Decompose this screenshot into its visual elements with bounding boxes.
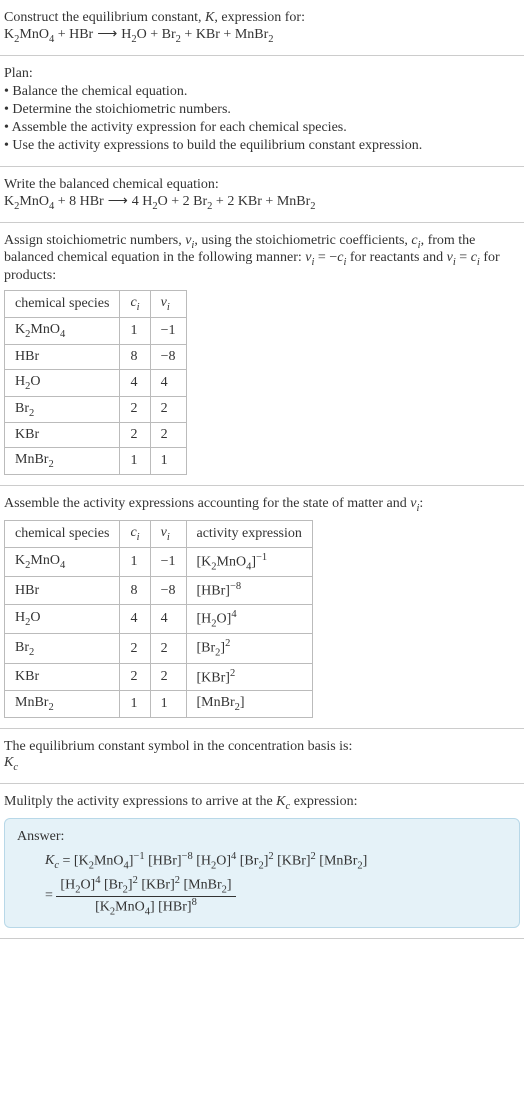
cell-ci: 2 <box>120 663 150 691</box>
plan-title: Plan: <box>4 66 520 82</box>
col-expr: activity expression <box>186 520 312 547</box>
table-row: H2O44[H2O]4 <box>5 604 313 633</box>
col-species: chemical species <box>5 291 120 318</box>
cell-ci: 8 <box>120 577 150 605</box>
fraction: [H2O]4 [Br2]2 [KBr]2 [MnBr2] [K2MnO4] [H… <box>56 875 235 917</box>
cell-ci: 2 <box>120 423 150 448</box>
cell-species: Br2 <box>5 396 120 423</box>
cell-expr: [K2MnO4]−1 <box>186 547 312 576</box>
plan-section: Plan: • Balance the chemical equation. •… <box>0 56 524 167</box>
cell-ci: 1 <box>120 448 150 475</box>
cell-expr: [HBr]−8 <box>186 577 312 605</box>
cell-vi: 2 <box>150 396 186 423</box>
balanced-section: Write the balanced chemical equation: K2… <box>0 167 524 223</box>
intro-line1: Construct the equilibrium constant, K, e… <box>4 10 520 26</box>
symbol-line1: The equilibrium constant symbol in the c… <box>4 739 520 755</box>
col-ci: ci <box>120 520 150 547</box>
cell-species: HBr <box>5 577 120 605</box>
table-row: MnBr211[MnBr2] <box>5 691 313 718</box>
table-row: K2MnO41−1[K2MnO4]−1 <box>5 547 313 576</box>
col-species: chemical species <box>5 520 120 547</box>
plan-item: • Determine the stoichiometric numbers. <box>4 102 520 118</box>
cell-ci: 1 <box>120 691 150 718</box>
intro-section: Construct the equilibrium constant, K, e… <box>0 0 524 56</box>
cell-species: H2O <box>5 604 120 633</box>
multiply-section: Mulitply the activity expressions to arr… <box>0 784 524 939</box>
table-header-row: chemical species ci νi activity expressi… <box>5 520 313 547</box>
multiply-title: Mulitply the activity expressions to arr… <box>4 794 520 812</box>
table-row: Br222 <box>5 396 187 423</box>
cell-species: H2O <box>5 369 120 396</box>
plan-item: • Balance the chemical equation. <box>4 84 520 100</box>
fraction-denominator: [K2MnO4] [HBr]8 <box>56 897 235 917</box>
symbol-section: The equilibrium constant symbol in the c… <box>0 729 524 784</box>
cell-vi: 2 <box>150 663 186 691</box>
cell-ci: 2 <box>120 396 150 423</box>
table-row: HBr8−8[HBr]−8 <box>5 577 313 605</box>
cell-ci: 4 <box>120 369 150 396</box>
col-vi: νi <box>150 520 186 547</box>
cell-species: K2MnO4 <box>5 547 120 576</box>
answer-label: Answer: <box>17 829 507 845</box>
balanced-title: Write the balanced chemical equation: <box>4 177 520 193</box>
stoich-section: Assign stoichiometric numbers, νi, using… <box>0 223 524 487</box>
cell-ci: 4 <box>120 604 150 633</box>
cell-vi: −8 <box>150 577 186 605</box>
answer-line1: Kc = [K2MnO4]−1 [HBr]−8 [H2O]4 [Br2]2 [K… <box>45 851 507 871</box>
activity-table: chemical species ci νi activity expressi… <box>4 520 313 718</box>
activity-intro: Assemble the activity expressions accoun… <box>4 496 520 514</box>
cell-species: MnBr2 <box>5 691 120 718</box>
table-row: KBr22 <box>5 423 187 448</box>
cell-species: KBr <box>5 423 120 448</box>
cell-expr: [H2O]4 <box>186 604 312 633</box>
cell-species: MnBr2 <box>5 448 120 475</box>
cell-species: KBr <box>5 663 120 691</box>
cell-vi: 2 <box>150 634 186 663</box>
cell-ci: 8 <box>120 344 150 369</box>
cell-vi: −1 <box>150 317 186 344</box>
cell-species: HBr <box>5 344 120 369</box>
stoich-table: chemical species ci νi K2MnO41−1 HBr8−8 … <box>4 290 187 475</box>
answer-line2: = [H2O]4 [Br2]2 [KBr]2 [MnBr2] [K2MnO4] … <box>45 875 507 917</box>
answer-expression: Kc = [K2MnO4]−1 [HBr]−8 [H2O]4 [Br2]2 [K… <box>45 851 507 917</box>
cell-vi: 4 <box>150 604 186 633</box>
table-row: HBr8−8 <box>5 344 187 369</box>
table-row: MnBr211 <box>5 448 187 475</box>
cell-vi: 1 <box>150 448 186 475</box>
fraction-numerator: [H2O]4 [Br2]2 [KBr]2 [MnBr2] <box>56 875 235 896</box>
stoich-intro: Assign stoichiometric numbers, νi, using… <box>4 233 520 285</box>
cell-vi: 1 <box>150 691 186 718</box>
plan-item: • Use the activity expressions to build … <box>4 138 520 154</box>
plan-item: • Assemble the activity expression for e… <box>4 120 520 136</box>
cell-expr: [Br2]2 <box>186 634 312 663</box>
col-vi: νi <box>150 291 186 318</box>
cell-species: Br2 <box>5 634 120 663</box>
cell-vi: −8 <box>150 344 186 369</box>
table-row: Br222[Br2]2 <box>5 634 313 663</box>
cell-expr: [MnBr2] <box>186 691 312 718</box>
table-row: KBr22[KBr]2 <box>5 663 313 691</box>
intro-equation: K2MnO4 + HBr⟶H2O + Br2 + KBr + MnBr2 <box>4 26 520 45</box>
cell-vi: 2 <box>150 423 186 448</box>
cell-ci: 1 <box>120 547 150 576</box>
cell-species: K2MnO4 <box>5 317 120 344</box>
cell-ci: 1 <box>120 317 150 344</box>
cell-vi: 4 <box>150 369 186 396</box>
answer-box: Answer: Kc = [K2MnO4]−1 [HBr]−8 [H2O]4 [… <box>4 818 520 928</box>
cell-ci: 2 <box>120 634 150 663</box>
table-row: K2MnO41−1 <box>5 317 187 344</box>
balanced-equation: K2MnO4 + 8 HBr⟶4 H2O + 2 Br2 + 2 KBr + M… <box>4 193 520 212</box>
cell-vi: −1 <box>150 547 186 576</box>
symbol-value: Kc <box>4 755 520 773</box>
col-ci: ci <box>120 291 150 318</box>
activity-section: Assemble the activity expressions accoun… <box>0 486 524 729</box>
table-header-row: chemical species ci νi <box>5 291 187 318</box>
table-row: H2O44 <box>5 369 187 396</box>
cell-expr: [KBr]2 <box>186 663 312 691</box>
